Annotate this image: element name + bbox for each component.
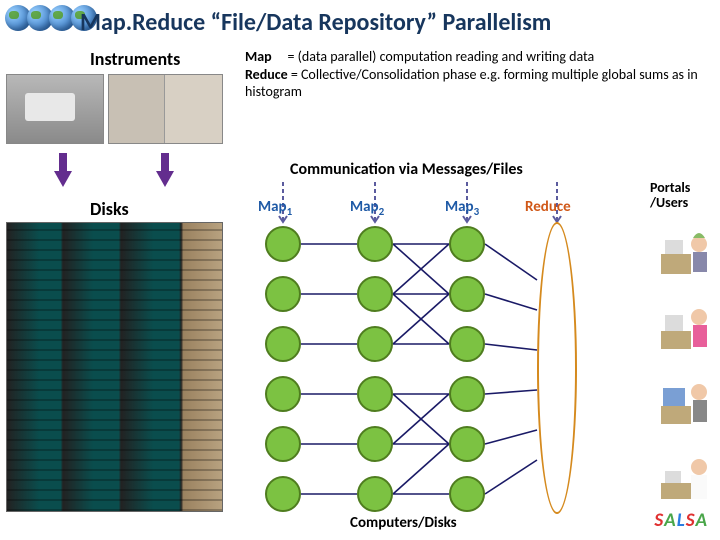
map-node xyxy=(449,226,485,262)
map-node xyxy=(265,276,301,312)
user-illustration xyxy=(654,220,716,280)
user-illustration xyxy=(654,445,716,505)
map-node xyxy=(449,376,485,412)
column-label: Map2 xyxy=(350,198,384,218)
map-node xyxy=(357,226,393,262)
instruments-label: Instruments xyxy=(90,48,180,70)
column-label: Reduce xyxy=(525,198,571,216)
map-node xyxy=(449,326,485,362)
definitions-block: Map = (data parallel) computation readin… xyxy=(245,48,705,101)
arrow-down-icon xyxy=(54,153,72,187)
computers-label: Computers/Disks xyxy=(350,514,457,532)
map-node xyxy=(265,226,301,262)
page-title: Map.Reduce “File/Data Repository” Parall… xyxy=(80,8,551,37)
map-node xyxy=(449,476,485,512)
disks-image xyxy=(6,222,223,512)
instrument-image-2 xyxy=(108,74,223,144)
map-node xyxy=(357,476,393,512)
user-illustration xyxy=(654,295,716,355)
map-node xyxy=(265,376,301,412)
column-label: Map1 xyxy=(258,198,292,218)
communication-label: Communication via Messages/Files xyxy=(290,160,523,179)
user-illustration xyxy=(654,370,716,430)
map-node xyxy=(449,276,485,312)
instrument-image-1 xyxy=(6,74,104,144)
map-node xyxy=(265,426,301,462)
map-node xyxy=(449,426,485,462)
map-node xyxy=(357,376,393,412)
mapreduce-diagram xyxy=(235,180,615,510)
map-node xyxy=(265,326,301,362)
arrow-down-icon xyxy=(156,153,174,187)
disks-label: Disks xyxy=(90,198,129,220)
map-node xyxy=(265,476,301,512)
map-node xyxy=(357,426,393,462)
reduce-node xyxy=(537,222,577,514)
portals-label: Portals /Users xyxy=(650,180,710,211)
map-node xyxy=(357,326,393,362)
column-label: Map3 xyxy=(445,198,479,218)
map-node xyxy=(357,276,393,312)
salsa-logo: SALSA xyxy=(654,509,708,532)
